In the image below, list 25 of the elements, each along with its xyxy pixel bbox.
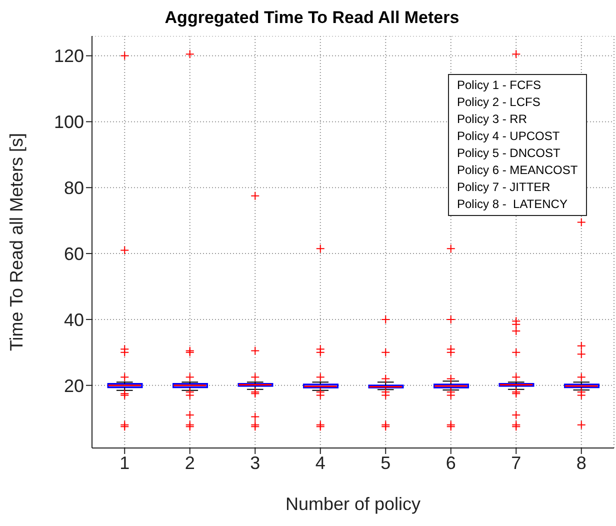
annotation: Policy 4 - UPCOST bbox=[457, 128, 561, 145]
x-tick-label: 3 bbox=[250, 452, 260, 473]
y-tick-label: 60 bbox=[64, 244, 84, 264]
y-tick-label: 80 bbox=[64, 178, 84, 198]
y-tick-label: 40 bbox=[64, 310, 84, 330]
x-tick-label: 1 bbox=[120, 452, 130, 473]
annotation: Policy 3 - RR bbox=[457, 111, 528, 128]
annotation: Policy 1 - FCFS bbox=[457, 77, 542, 94]
x-tick-label: 5 bbox=[380, 452, 391, 473]
x-tick-label: 2 bbox=[184, 452, 195, 473]
chart-title: Aggregated Time To Read All Meters bbox=[164, 8, 460, 28]
y-tick-label: 120 bbox=[54, 46, 84, 66]
x-tick-label: 4 bbox=[315, 452, 326, 473]
annotation: Policy 2 - LCFS bbox=[457, 94, 542, 111]
x-axis-title: Number of policy bbox=[285, 494, 421, 514]
annotation: Policy 6 - MEANCOST bbox=[457, 162, 578, 179]
x-tick-label: 7 bbox=[511, 452, 522, 473]
annotation: Policy 5 - DNCOST bbox=[457, 145, 562, 162]
y-tick-label: 100 bbox=[54, 112, 84, 132]
x-tick-label: 6 bbox=[446, 452, 456, 473]
y-tick-label: 20 bbox=[64, 376, 84, 396]
annotation: Policy 8 - LATENCY bbox=[457, 196, 568, 213]
y-axis-title: Time To Read all Meters [s] bbox=[6, 132, 26, 352]
x-tick-label: 8 bbox=[576, 452, 586, 473]
annotation: Policy 7 - JITTER bbox=[457, 179, 552, 196]
